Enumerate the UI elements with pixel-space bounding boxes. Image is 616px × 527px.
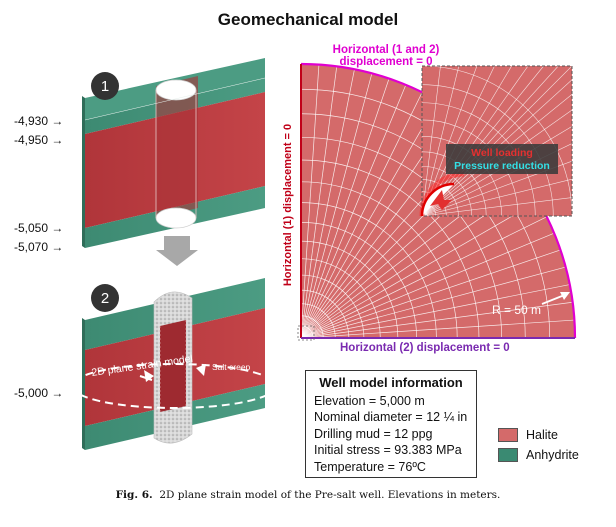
well-info-line: Temperature = 76ºC (314, 459, 426, 474)
mesh-model: R = 50 m Well loading Pressure reduction (297, 62, 577, 341)
arrow-right-icon: → (51, 133, 64, 147)
radius-label: R = 50 m (492, 303, 541, 317)
legend-item-halite: Halite (498, 428, 579, 442)
down-arrow-icon (156, 236, 198, 266)
well-info-line: Nominal diameter = 12 ¼ in (314, 410, 468, 424)
loading-arrow-icon (430, 190, 452, 210)
radius-arrow-icon (560, 292, 570, 300)
arrow-right-icon: → (51, 240, 64, 254)
well-info-panel: Well model information Elevation = 5,000… (305, 370, 477, 478)
anhydrite-swatch (498, 448, 518, 462)
zoom-source-box (297, 325, 315, 341)
bottom-boundary-label: Horizontal (2) displacement = 0 (340, 342, 510, 354)
legend: Halite Anhydrite (498, 428, 579, 462)
top-boundary-label: Horizontal (1 and 2) displacement = 0 (332, 44, 440, 68)
arrow-right-icon: → (51, 114, 64, 128)
panel-2 (80, 278, 270, 450)
legend-item-anhydrite: Anhydrite (498, 448, 579, 462)
left-boundary-label-wrap: Horizontal (1) displacement = 0 (282, 124, 294, 286)
zoom-inset (419, 65, 573, 217)
pressure-reduction-label: Pressure reduction (454, 160, 550, 172)
step-1-number: 1 (101, 78, 109, 95)
well-info-heading: Well model information (319, 375, 463, 390)
elevation-label-1: -4,930 → (14, 114, 64, 128)
halite-swatch (498, 428, 518, 442)
well-info-line: Drilling mud = 12 ppg (314, 426, 433, 441)
elevation-label-2: -4,950 → (14, 133, 64, 147)
panel-1 (82, 58, 266, 248)
elevation-label-5: -5,000 → (14, 386, 64, 400)
arrow-right-icon: → (51, 221, 64, 235)
well-loading-label: Well loading (471, 147, 533, 159)
elevation-label-4: -5,070 → (14, 240, 64, 254)
figure-caption: Fig. 6. 2D plane strain model of the Pre… (115, 489, 501, 501)
salt-creep-label: Salt creep (212, 362, 251, 372)
arrow-right-icon: → (51, 386, 64, 400)
figure-title: Geomechanical model (217, 10, 399, 29)
well-info-line: Initial stress = 93.383 MPa (314, 443, 462, 457)
step-2-number: 2 (101, 290, 109, 307)
well-3d-illustration: 1 2 2D plane strain model Salt creep (80, 58, 270, 450)
left-boundary-label: Horizontal (1) displacement = 0 (282, 124, 294, 286)
elevation-label-3: -5,050 → (14, 221, 64, 235)
well-info-line: Elevation = 5,000 m (314, 393, 425, 408)
